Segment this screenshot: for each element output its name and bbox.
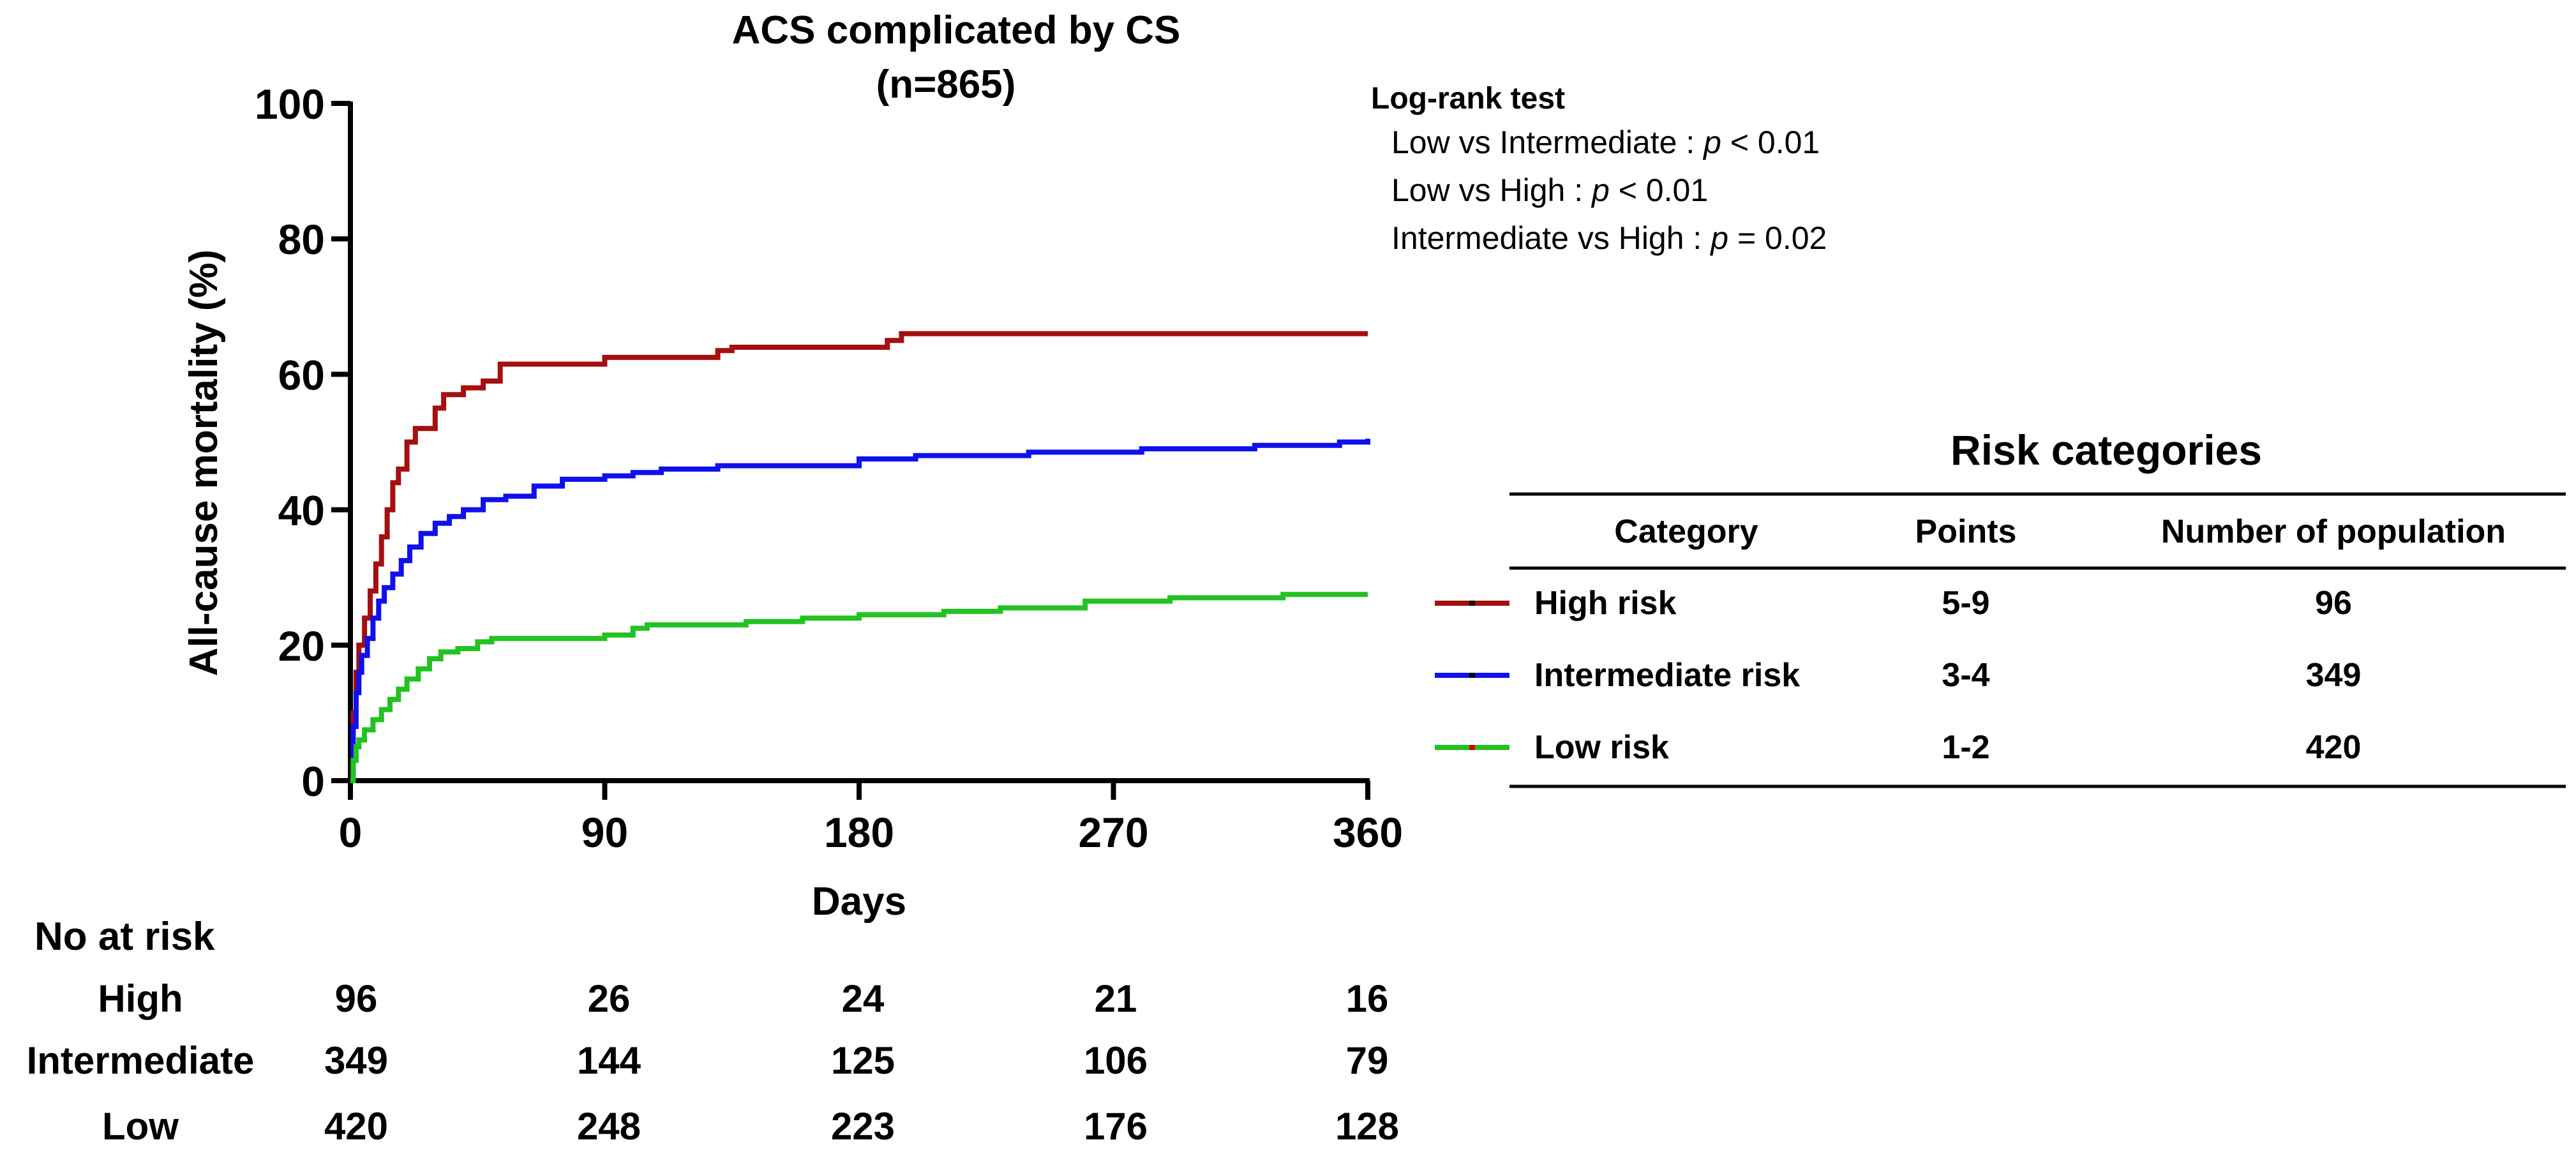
table-population-intermediate: 349: [2306, 657, 2362, 694]
at-risk-label-low: Low: [102, 1105, 179, 1148]
logrank-row: Low vs High : p < 0.01: [1391, 172, 1708, 208]
intermediate-risk-curve: [350, 439, 1370, 783]
low-risk-curve: [350, 592, 1368, 783]
y-tick-label: 20: [278, 622, 325, 670]
logrank-block: Log-rank test Low vs Intermediate : p < …: [1371, 82, 1827, 256]
number-at-risk-table: No at risk High 96 26 24 21 16 Intermedi…: [27, 915, 1399, 1148]
table-population-high: 96: [2315, 585, 2352, 622]
at-risk-value: 106: [1084, 1039, 1148, 1082]
x-axis-label: Days: [812, 880, 906, 924]
chart-title: ACS complicated by CS: [732, 8, 1181, 52]
table-points-low: 1-2: [1942, 729, 1989, 766]
table-category-high: High risk: [1534, 585, 1677, 622]
at-risk-value: 144: [577, 1039, 641, 1082]
legend-marker-high: [1469, 601, 1475, 606]
at-risk-value: 349: [324, 1039, 388, 1082]
at-risk-label-high: High: [98, 977, 183, 1020]
table-header-points: Points: [1915, 513, 2017, 550]
logrank-row: Intermediate vs High : p = 0.02: [1391, 220, 1827, 256]
table-category-intermediate: Intermediate risk: [1534, 657, 1800, 694]
axes: 0 20 40 60 80 100 0 90 180 270 360: [255, 80, 1403, 856]
y-axis-label: All-cause mortality (%): [182, 250, 226, 676]
chart-subtitle: (n=865): [876, 63, 1016, 107]
y-tick-label: 0: [301, 758, 325, 805]
table-category-low: Low risk: [1534, 729, 1669, 766]
table-header-category: Category: [1614, 513, 1758, 550]
at-risk-value: 21: [1095, 977, 1137, 1020]
x-tick-label: 0: [339, 809, 363, 856]
table-population-low: 420: [2306, 729, 2362, 766]
logrank-title: Log-rank test: [1371, 82, 1565, 116]
table-points-intermediate: 3-4: [1942, 657, 1989, 694]
risk-categories-table: Risk categories Category Points Number o…: [1435, 426, 2566, 788]
high-risk-curve: [350, 331, 1368, 783]
logrank-row: Low vs Intermediate : p < 0.01: [1391, 124, 1820, 160]
at-risk-value: 128: [1335, 1105, 1399, 1148]
at-risk-value: 24: [842, 977, 885, 1020]
y-tick-label: 60: [278, 351, 325, 398]
table-points-high: 5-9: [1942, 585, 1989, 622]
table-header-population: Number of population: [2161, 513, 2506, 550]
at-risk-value: 16: [1346, 977, 1389, 1020]
at-risk-value: 223: [831, 1105, 895, 1148]
at-risk-value: 96: [335, 977, 378, 1020]
x-tick-label: 360: [1333, 809, 1403, 856]
x-tick-label: 270: [1078, 809, 1148, 856]
at-risk-value: 125: [831, 1039, 895, 1082]
at-risk-value: 26: [588, 977, 631, 1020]
legend-marker-intermediate: [1469, 673, 1475, 678]
y-tick-label: 80: [278, 216, 325, 263]
at-risk-title: No at risk: [34, 915, 215, 959]
survival-curves: [350, 331, 1370, 783]
legend-marker-low: [1469, 745, 1475, 750]
x-tick-label: 180: [824, 809, 894, 856]
at-risk-value: 420: [324, 1105, 388, 1148]
y-tick-label: 100: [255, 80, 325, 128]
y-tick-label: 40: [278, 487, 325, 534]
at-risk-value: 176: [1084, 1105, 1148, 1148]
risk-table-title: Risk categories: [1951, 426, 2262, 474]
x-tick-label: 90: [581, 809, 628, 856]
at-risk-value: 248: [577, 1105, 641, 1148]
at-risk-value: 79: [1346, 1039, 1389, 1082]
at-risk-label-intermediate: Intermediate: [27, 1039, 255, 1082]
